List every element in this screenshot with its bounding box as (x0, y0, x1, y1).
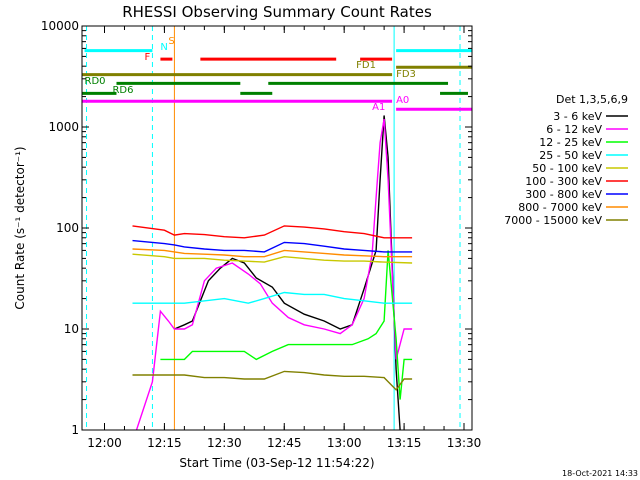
plot-frame (81, 25, 473, 431)
series-line-8 (132, 370, 413, 391)
flag-label-s: S (168, 36, 174, 47)
y-tick-label-0: 1 (71, 423, 79, 437)
series-line-0 (174, 115, 401, 431)
x-tick-label-1: 12:15 (147, 436, 182, 450)
y-axis-label: Count Rate (s⁻¹ detector⁻¹) (13, 146, 27, 309)
footer-date: 18-Oct-2021 14:33 (562, 469, 638, 478)
y-tick-label-3: 1000 (48, 120, 79, 134)
legend-label-2: 12 - 25 keV (539, 136, 602, 149)
vertical-markers (86, 26, 461, 430)
legend-label-3: 25 - 50 keV (539, 149, 602, 162)
series-line-7 (132, 248, 413, 258)
flag-label-n: N (160, 42, 167, 53)
series-line-4 (132, 253, 413, 264)
series-line-5 (132, 225, 413, 239)
legend-label-4: 50 - 100 keV (532, 162, 602, 175)
legend-label-0: 3 - 6 keV (553, 110, 602, 123)
legend-label-7: 800 - 7000 keV (518, 201, 602, 214)
x-tick-label-6: 13:30 (447, 436, 482, 450)
legend-label-6: 300 - 800 keV (525, 188, 602, 201)
legend-label-1: 6 - 12 keV (546, 123, 602, 136)
x-tick-label-0: 12:00 (87, 436, 122, 450)
y-tick-label-1: 10 (64, 322, 79, 336)
x-tick-label-5: 13:15 (387, 436, 422, 450)
flag-label-a1: A1 (372, 102, 385, 113)
flag-label-f: F (144, 52, 150, 63)
series-lines (132, 115, 413, 431)
series-line-2 (160, 250, 413, 400)
x-axis: 12:00 12:15 12:30 12:45 13:00 13:15 13:30 (87, 26, 481, 450)
flag-label-fd3: FD3 (396, 69, 416, 80)
x-tick-label-2: 12:30 (207, 436, 242, 450)
legend-label-8: 7000 - 15000 keV (504, 214, 602, 227)
series-line-1 (135, 118, 413, 431)
x-tick-label-3: 12:45 (267, 436, 302, 450)
flag-label-a0: A0 (396, 95, 409, 106)
chart-title: RHESSI Observing Summary Count Rates (122, 3, 432, 21)
legend-label-5: 100 - 300 keV (525, 175, 602, 188)
y-axis: 1 10 100 1000 10000 (41, 19, 472, 437)
y-tick-label-4: 10000 (41, 19, 79, 33)
x-axis-label: Start Time (03-Sep-12 11:54:22) (179, 456, 374, 470)
series-line-3 (132, 291, 413, 304)
flag-bars: NS F FD1 FD3 RD0 RD6 A1 A0 (82, 36, 472, 113)
series-line-6 (132, 239, 413, 253)
flag-label-rd6: RD6 (112, 85, 133, 96)
y-tick-label-2: 100 (56, 221, 79, 235)
flag-label-fd1: FD1 (356, 60, 376, 71)
x-tick-label-4: 13:00 (327, 436, 362, 450)
flag-label-rd0: RD0 (85, 76, 106, 87)
legend-title: Det 1,3,5,6,9 (556, 93, 628, 106)
